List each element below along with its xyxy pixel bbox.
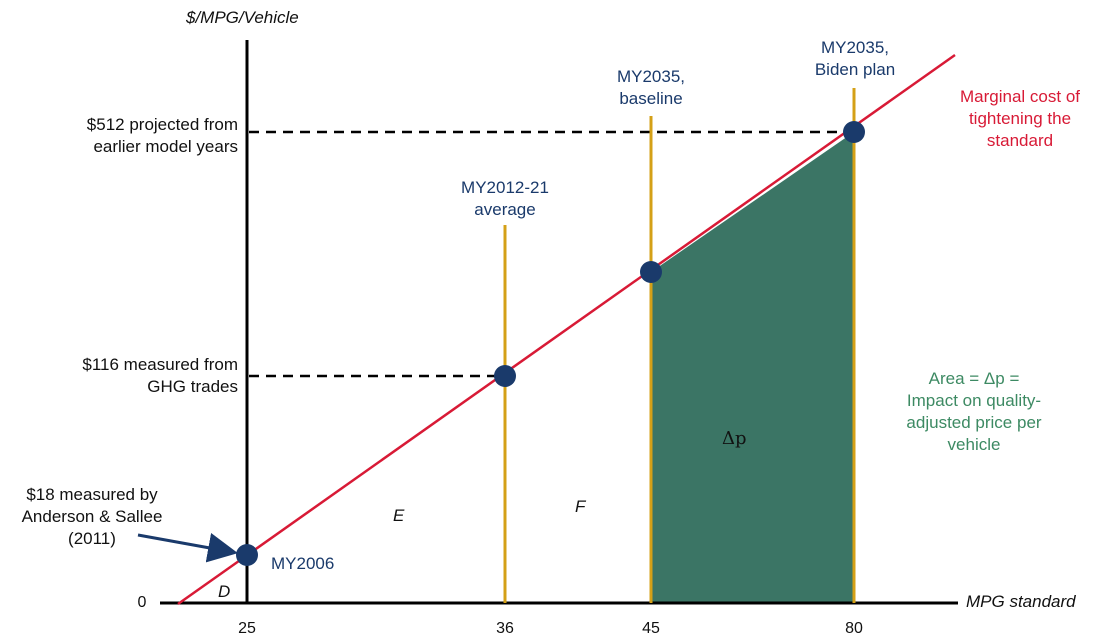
curve-label: Marginal cost of tightening the standard <box>960 87 1080 150</box>
point-baseline <box>640 261 662 283</box>
label-512: $512 projected from earlier model years <box>86 115 238 156</box>
x-tick-36: 36 <box>496 620 514 637</box>
origin-label: 0 <box>137 594 147 611</box>
x-tick-25: 25 <box>238 620 256 637</box>
label-18: $18 measured by Anderson & Sallee (2011) <box>21 485 163 548</box>
label-my2006: MY2006 <box>271 554 335 573</box>
region-e: E <box>393 506 405 525</box>
x-axis-title: MPG standard <box>966 592 1076 611</box>
anderson-sallee-arrow <box>137 532 238 563</box>
region-delta-p: Δp <box>722 428 747 449</box>
x-tick-80: 80 <box>845 620 863 637</box>
label-baseline: MY2035, baseline <box>616 67 686 108</box>
point-biden <box>843 121 865 143</box>
label-my2012-21: MY2012-21 average <box>461 178 549 219</box>
area-label: Area = Δp = Impact on quality- adjusted … <box>906 369 1042 454</box>
marginal-cost-curve <box>177 53 956 606</box>
label-biden: MY2035, Biden plan <box>814 38 896 79</box>
point-my2012-21 <box>494 365 516 387</box>
point-my2006 <box>236 544 258 566</box>
y-axis-title: $/MPG/Vehicle <box>186 8 299 27</box>
label-116: $116 measured from GHG trades <box>82 355 238 396</box>
region-f: F <box>575 497 586 516</box>
region-d: D <box>218 582 231 601</box>
x-tick-45: 45 <box>642 620 660 637</box>
delta-p-area <box>651 132 854 603</box>
